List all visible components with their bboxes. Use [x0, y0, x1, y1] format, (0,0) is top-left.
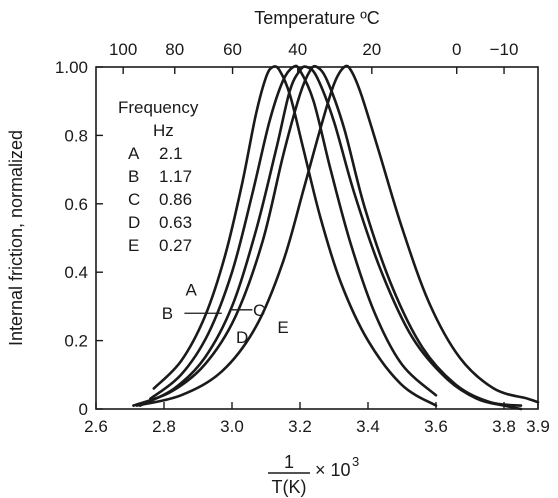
series-a-line — [152, 65, 438, 407]
legend-value: 1.17 — [159, 167, 192, 186]
y-tick-label: 0 — [79, 400, 88, 419]
x-tick-label: 3.4 — [356, 417, 380, 436]
y-axis-title: Internal friction, normalized — [6, 130, 26, 346]
y-tick-label: 0.2 — [64, 332, 88, 351]
legend-unit: Hz — [153, 121, 174, 140]
top-tick-label: 60 — [223, 40, 242, 59]
x-tick-label: 3.8 — [492, 417, 516, 436]
top-ticks: 100 80 60 40 20 0 −10 — [109, 40, 518, 74]
y-tick-label: 0.8 — [64, 126, 88, 145]
x-axis-title-denominator: T(K) — [272, 477, 307, 497]
y-tick-label: 1.00 — [55, 58, 88, 77]
top-tick-label: 20 — [362, 40, 381, 59]
legend-key: E — [128, 236, 139, 255]
x-axis-title-exponent: 3 — [352, 454, 359, 469]
top-tick-label: −10 — [490, 40, 519, 59]
x-ticks: 2.6 2.8 3.0 3.2 3.4 3.6 3.8 3.9 — [84, 402, 550, 436]
legend: Frequency Hz A 2.1 B 1.17 C 0.86 D 0.63 E 0.27 — [118, 98, 199, 255]
curve-label-d: D — [236, 328, 248, 347]
curve-label-c: C — [253, 301, 265, 320]
series-e-line — [135, 64, 540, 407]
legend-value: 0.27 — [159, 236, 192, 255]
x-axis-title: 1 T(K) × 10 3 — [268, 452, 359, 497]
series-d-line — [132, 64, 523, 407]
legend-rows: A 2.1 B 1.17 C 0.86 D 0.63 E 0.27 — [128, 144, 192, 255]
curve-label-b: B — [162, 304, 173, 323]
x-tick-label: 2.6 — [84, 417, 108, 436]
curves — [132, 64, 540, 411]
legend-value: 2.1 — [159, 144, 183, 163]
x-tick-label: 2.8 — [152, 417, 176, 436]
top-tick-label: 40 — [288, 40, 307, 59]
series-c-line — [138, 65, 523, 411]
top-tick-label: 0 — [452, 40, 461, 59]
legend-value: 0.86 — [159, 190, 192, 209]
series-b-line — [149, 64, 438, 400]
x-tick-label: 3.0 — [220, 417, 244, 436]
x-tick-label: 3.2 — [288, 417, 312, 436]
legend-title: Frequency — [118, 98, 199, 117]
y-tick-label: 0.4 — [64, 263, 88, 282]
top-tick-label: 80 — [165, 40, 184, 59]
x-axis-title-numerator: 1 — [284, 452, 294, 472]
curve-label-e: E — [277, 318, 288, 337]
x-tick-label: 3.6 — [424, 417, 448, 436]
y-ticks: 0 0.2 0.4 0.6 0.8 1.00 — [55, 58, 103, 419]
top-axis-title: Temperature ºC — [254, 8, 380, 28]
legend-key: B — [128, 167, 139, 186]
top-tick-label: 100 — [109, 40, 137, 59]
x-axis-title-suffix: × 10 — [315, 460, 351, 480]
curve-labels: AB CD E — [162, 280, 289, 347]
x-tick-label: 3.9 — [526, 417, 550, 436]
legend-key: C — [128, 190, 140, 209]
legend-key: D — [128, 213, 140, 232]
legend-value: 0.63 — [159, 213, 192, 232]
curve-label-a: A — [186, 280, 198, 299]
legend-key: A — [128, 144, 140, 163]
y-tick-label: 0.6 — [64, 195, 88, 214]
